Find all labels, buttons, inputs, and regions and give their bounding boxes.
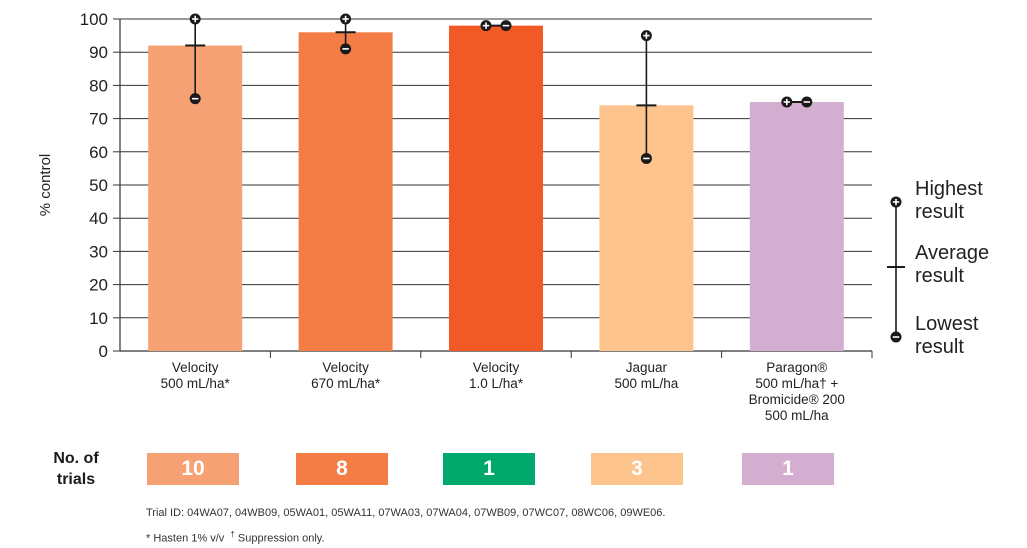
category-label-3-0: Jaguar bbox=[626, 360, 668, 375]
ytick-label-90: 90 bbox=[89, 43, 108, 62]
category-label-2-0: Velocity bbox=[473, 360, 520, 375]
bar-4 bbox=[749, 102, 844, 351]
trials-title-line1: No. of bbox=[53, 450, 99, 467]
footnote-dagger: † bbox=[230, 530, 235, 539]
legend-highest-line1: Highest bbox=[915, 178, 983, 200]
footnote-suppression: Suppression only. bbox=[237, 532, 325, 545]
y-axis-label: % control bbox=[37, 154, 54, 217]
ytick-label-50: 50 bbox=[89, 176, 108, 195]
trials-box-jaguar: 3 bbox=[591, 453, 683, 485]
footnote-hasten: * Hasten 1% v/v bbox=[146, 532, 225, 545]
trials-title-line2: trials bbox=[56, 471, 96, 488]
legend-average-line1: Average bbox=[915, 242, 989, 264]
category-label-2-1: 1.0 L/ha* bbox=[469, 376, 524, 391]
trials-box-paragon: 1 bbox=[742, 453, 834, 485]
legend-average-line2: result bbox=[915, 265, 964, 287]
category-label-4-1: 500 mL/ha† + bbox=[755, 376, 838, 391]
ytick-label-40: 40 bbox=[89, 209, 108, 228]
ytick-label-60: 60 bbox=[89, 143, 108, 162]
trials-box-velocity-500: 10 bbox=[147, 453, 239, 485]
legend-lowest-line2: result bbox=[915, 336, 964, 358]
ytick-label-0: 0 bbox=[99, 342, 108, 361]
legend-lowest-line1: Lowest bbox=[915, 313, 979, 335]
ytick-label-100: 100 bbox=[80, 10, 108, 29]
bar-1 bbox=[298, 32, 393, 351]
ytick-label-20: 20 bbox=[89, 276, 108, 295]
trials-title: No. of trials bbox=[30, 448, 122, 490]
footnote-adjuvant: * Hasten 1% v/v † Suppression only. bbox=[146, 530, 325, 545]
legend-highest-line2: result bbox=[915, 201, 964, 223]
category-label-0-1: 500 mL/ha* bbox=[161, 376, 231, 391]
category-label-4-3: 500 mL/ha bbox=[765, 408, 829, 423]
ytick-label-70: 70 bbox=[89, 110, 108, 129]
category-label-0-0: Velocity bbox=[172, 360, 219, 375]
ytick-label-80: 80 bbox=[89, 76, 108, 95]
category-label-4-2: Bromicide® 200 bbox=[749, 392, 845, 407]
category-label-3-1: 500 mL/ha bbox=[615, 376, 679, 391]
category-label-4-0: Paragon® bbox=[766, 360, 827, 375]
category-label-1-0: Velocity bbox=[322, 360, 369, 375]
trials-box-velocity-670: 8 bbox=[296, 453, 388, 485]
trials-box-velocity-1l: 1 bbox=[443, 453, 535, 485]
category-label-1-1: 670 mL/ha* bbox=[311, 376, 381, 391]
ytick-label-30: 30 bbox=[89, 242, 108, 261]
footnote-trial-ids: Trial ID: 04WA07, 04WB09, 05WA01, 05WA11… bbox=[146, 507, 666, 519]
bar-2 bbox=[449, 25, 543, 351]
ytick-label-10: 10 bbox=[89, 309, 108, 328]
